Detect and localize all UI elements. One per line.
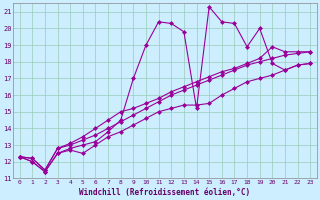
X-axis label: Windchill (Refroidissement éolien,°C): Windchill (Refroidissement éolien,°C): [79, 188, 251, 197]
